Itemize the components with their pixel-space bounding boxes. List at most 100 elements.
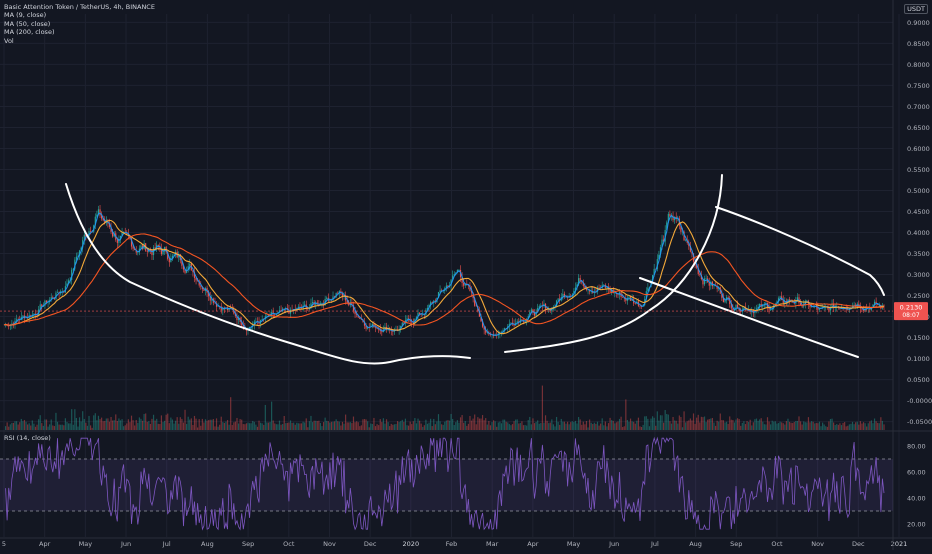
volume-bar [107, 418, 109, 430]
volume-bar [548, 423, 550, 430]
volume-bar [126, 423, 128, 430]
volume-bar [651, 416, 654, 430]
candle-body [763, 303, 765, 305]
volume-bar [754, 419, 756, 430]
volume-bar [485, 418, 487, 430]
volume-bar [376, 424, 378, 430]
volume-bar [859, 421, 861, 430]
volume-bar [272, 420, 274, 430]
volume-bar [14, 421, 16, 430]
volume-bar [368, 427, 370, 430]
volume-bar [549, 422, 551, 430]
volume-bar [417, 418, 419, 430]
volume-bar [515, 419, 517, 430]
volume-bar [360, 425, 362, 430]
candle-body [97, 209, 100, 215]
volume-bar [576, 423, 578, 430]
volume-bar [53, 426, 55, 430]
volume-bar [691, 420, 693, 430]
volume-bar [807, 417, 810, 430]
unit-badge[interactable]: USDT [904, 4, 928, 14]
candle-body [378, 328, 380, 330]
trendline-drawing[interactable] [504, 174, 723, 353]
y-tick-label: 0.4500 [907, 208, 930, 216]
candle-body [146, 250, 148, 252]
candle-body [356, 314, 358, 315]
volume-bar [614, 423, 616, 430]
candle-body [784, 301, 786, 304]
candle-body [806, 300, 808, 302]
volume-bar [326, 420, 328, 430]
volume-bar [592, 424, 594, 430]
volume-bar [12, 422, 15, 430]
volume-bar [168, 423, 170, 430]
volume-bar [500, 423, 503, 430]
y-tick-label: 0.4000 [907, 229, 930, 237]
x-tick-label: Jul [650, 540, 659, 548]
volume-bar [844, 422, 846, 430]
last-price-badge[interactable] [894, 302, 928, 321]
volume-bar [373, 417, 375, 430]
last-price-value: 0.2130 [900, 304, 923, 312]
legend-title[interactable]: Basic Attention Token / TetherUS, 4h, BI… [4, 3, 155, 11]
volume-bar [499, 421, 501, 430]
volume-bar [439, 421, 441, 430]
legend-ma50[interactable]: MA (50, close) [4, 19, 51, 28]
volume-bar [193, 415, 196, 430]
volume-bar [875, 421, 877, 430]
legend-ma9[interactable]: MA (9, close) [4, 11, 47, 20]
candle-body [439, 290, 441, 293]
candle-body [74, 259, 76, 269]
volume-bar [826, 426, 828, 430]
volume-bar [477, 417, 479, 430]
candle-body [354, 310, 356, 315]
volume-bar [36, 424, 38, 430]
volume-bar [692, 413, 695, 430]
volume-bar [699, 422, 701, 430]
volume-bar [409, 421, 411, 430]
legend-vol[interactable]: Vol [4, 36, 14, 45]
trendline-drawing[interactable] [639, 277, 859, 358]
volume-bar [779, 421, 781, 430]
volume-bar [173, 423, 175, 430]
volume-bar [741, 423, 743, 430]
volume-bar [104, 421, 106, 430]
volume-bar [146, 421, 148, 430]
trendline-drawing[interactable] [715, 206, 885, 296]
volume-bar [354, 422, 356, 430]
volume-bar [42, 425, 44, 430]
volume-bar [105, 418, 107, 430]
rsi-legend[interactable]: RSI (14, close) [4, 434, 51, 442]
y-tick-label: 0.0500 [907, 376, 930, 384]
volume-bar [283, 415, 285, 430]
volume-bar [313, 420, 315, 430]
volume-bar [867, 423, 869, 430]
volume-bar [367, 421, 369, 430]
volume-bar [601, 418, 603, 430]
volume-bar [840, 425, 843, 430]
volume-bar [39, 415, 41, 430]
volume-bar [535, 421, 537, 430]
volume-bar [118, 418, 120, 430]
volume-bar [119, 420, 122, 430]
volume-bar [650, 418, 652, 430]
candle-body [645, 291, 647, 300]
volume-bar [289, 420, 292, 430]
volume-bar [864, 423, 866, 430]
candle-body [689, 245, 691, 252]
volume-bar [795, 420, 797, 430]
volume-bar [719, 413, 721, 430]
volume-bar [332, 421, 334, 430]
x-tick-label: Jun [120, 540, 131, 548]
trendline-drawing[interactable] [65, 183, 471, 365]
rsi-line [5, 436, 885, 531]
volume-bar [206, 420, 208, 430]
candle-body [469, 285, 471, 291]
candle-body [508, 323, 510, 327]
volume-bar [674, 420, 676, 430]
candle-body [119, 235, 122, 240]
legend-ma200[interactable]: MA (200, close) [4, 28, 55, 37]
candle-body [606, 286, 608, 288]
